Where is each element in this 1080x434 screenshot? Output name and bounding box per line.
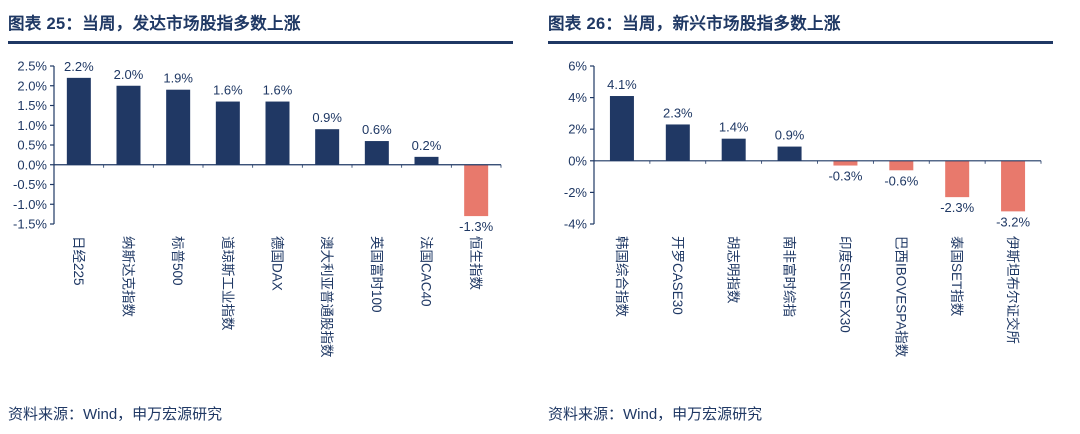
category-label: 道琼斯工业指数 (220, 236, 235, 331)
bar (265, 101, 290, 165)
y-tick-label: 2% (568, 122, 587, 137)
category-label: 标普500 (170, 236, 185, 286)
source-note: 资料来源：Wind，申万宏源研究 (8, 406, 223, 423)
y-tick-label: 2.5% (17, 59, 47, 74)
y-tick-label: 0.5% (17, 138, 47, 153)
bar (215, 101, 240, 165)
y-tick-label: -1.0% (13, 197, 47, 212)
category-label: 澳大利亚普通股指数 (319, 236, 334, 358)
emerging-markets-bar-chart: 6% 4% 2% 0% -2% -4% 4.1% 韩国综合指数 2.3% 开罗CASE30 1.4%… (564, 59, 1042, 358)
bar-value-label: -0.3% (828, 169, 862, 184)
bar-value-label: 4.1% (607, 77, 637, 92)
bar-value-label: 2.2% (64, 59, 94, 74)
category-label: 法国CAC40 (419, 236, 434, 307)
y-tick-label: 0% (568, 153, 587, 168)
y-tick-label: -0.5% (13, 177, 47, 192)
bar-value-label: -2.3% (940, 200, 974, 215)
bar (889, 160, 914, 171)
y-tick-label: 6% (568, 59, 587, 74)
category-label: 伊斯坦布尔证交所 (1005, 236, 1021, 344)
y-tick-label: 4% (568, 90, 587, 105)
category-label: 日经225 (71, 236, 86, 286)
bar (1001, 160, 1026, 212)
bar-value-label: 2.0% (114, 67, 144, 82)
bar-value-label: 2.3% (663, 105, 693, 120)
chart-title-emerging: 图表 26：当周，新兴市场股指多数上涨 (548, 6, 1053, 44)
bar (665, 124, 690, 161)
bar-value-label: -3.2% (996, 214, 1030, 229)
chart-title-developed: 图表 25：当周，发达市场股指多数上涨 (8, 6, 513, 44)
category-label: 泰国SET指数 (949, 236, 964, 317)
category-label: 印度SENSEX30 (837, 236, 852, 333)
category-label: 德国DAX (270, 236, 285, 291)
y-tick-label: -4% (564, 217, 588, 232)
bar-value-label: -1.3% (459, 219, 493, 234)
bar (609, 96, 634, 161)
y-tick-label: -2% (564, 185, 588, 200)
bar (66, 77, 91, 165)
category-label: 胡志明指数 (726, 236, 741, 304)
bar (721, 138, 746, 161)
bar (777, 146, 802, 161)
bar-value-label: 1.9% (163, 71, 193, 86)
category-label: 韩国综合指数 (614, 236, 629, 317)
category-label: 南非富时综指 (782, 236, 798, 317)
bar (464, 164, 489, 217)
bar (364, 141, 389, 165)
bar-value-label: 0.9% (312, 110, 342, 125)
y-tick-label: -1.5% (13, 217, 47, 232)
category-label: 巴西IBOVESPA指数 (893, 236, 908, 358)
chart-panel-emerging-markets: 图表 26：当周，新兴市场股指多数上涨 6% 4% 2% 0% -2% -4% 4.1% 韩国… (548, 6, 1053, 424)
y-tick-label: 0.0% (17, 157, 47, 172)
bar-value-label: 0.6% (362, 122, 392, 137)
bar-value-label: 1.6% (213, 83, 243, 98)
source-note: 资料来源：Wind，申万宏源研究 (548, 406, 763, 423)
y-tick-label: 1.0% (17, 118, 47, 133)
category-label: 开罗CASE30 (670, 236, 685, 315)
bar-value-label: 1.4% (719, 120, 749, 135)
category-label: 纳斯达克指数 (121, 236, 136, 317)
bar (414, 156, 439, 165)
category-label: 英国富时100 (369, 236, 385, 313)
bar-value-label: 0.9% (775, 128, 805, 143)
bar-value-label: 1.6% (263, 83, 293, 98)
chart-panel-developed-markets: 图表 25：当周，发达市场股指多数上涨 2.5% 2.0% 1.5% 1.0% 0.5%… (8, 6, 513, 424)
bar (116, 85, 141, 165)
bar (315, 129, 340, 165)
y-tick-label: 2.0% (17, 78, 47, 93)
bar (833, 160, 858, 166)
bar (945, 160, 970, 198)
developed-markets-bar-chart: 2.5% 2.0% 1.5% 1.0% 0.5% 0.0% -0.5% -1.0% -1.5% 2… (13, 59, 502, 358)
y-tick-label: 1.5% (17, 98, 47, 113)
bar (166, 89, 191, 165)
bar-value-label: -0.6% (884, 173, 918, 188)
category-label: 恒生指数 (468, 236, 483, 290)
bar-value-label: 0.2% (412, 138, 442, 153)
